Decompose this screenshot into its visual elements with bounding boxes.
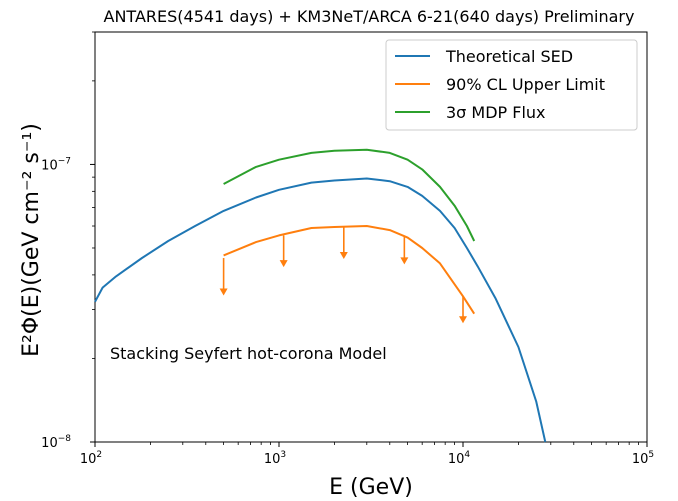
series-layer	[94, 148, 547, 443]
x-tick-label: 105	[632, 450, 654, 467]
mdp-flux-line	[223, 148, 476, 242]
upper-limit-arrowhead	[279, 260, 288, 268]
theoretical-sed-line	[94, 177, 547, 443]
model-annotation: Stacking Seyfert hot-corona Model	[110, 344, 387, 363]
upper-limit-arrowhead	[400, 257, 409, 265]
upper-limit-arrowhead	[459, 316, 467, 324]
y-tick-label: 10−8	[41, 434, 71, 451]
upper-limit-arrowhead	[219, 288, 228, 296]
legend-label-mdp-flux: 3σ MDP Flux	[446, 103, 546, 122]
legend-label-theoretical-sed: Theoretical SED	[445, 47, 573, 66]
y-tick-label: 10−7	[41, 156, 71, 173]
x-tick-label: 104	[448, 450, 471, 467]
legend-box	[385, 39, 638, 131]
legend-label-upper-limit: 90% CL Upper Limit	[446, 75, 605, 94]
y-axis-label: E²Φ(E)(GeV cm⁻² s⁻¹)	[19, 123, 44, 357]
y-axis-ticks: 10−8 10−7	[41, 31, 95, 451]
chart-title: ANTARES(4541 days) + KM3NeT/ARCA 6-21(64…	[104, 7, 635, 26]
x-axis-label: E (GeV)	[329, 475, 413, 500]
plot-frame	[94, 31, 648, 443]
legend: Theoretical SED 90% CL Upper Limit 3σ MD…	[385, 39, 638, 131]
upper-limit-line	[223, 225, 476, 315]
x-axis-ticks: 102 103 104 105	[80, 442, 654, 467]
upper-limit-arrowhead	[339, 252, 348, 260]
x-tick-label: 102	[80, 450, 102, 467]
x-tick-label: 103	[264, 450, 286, 467]
